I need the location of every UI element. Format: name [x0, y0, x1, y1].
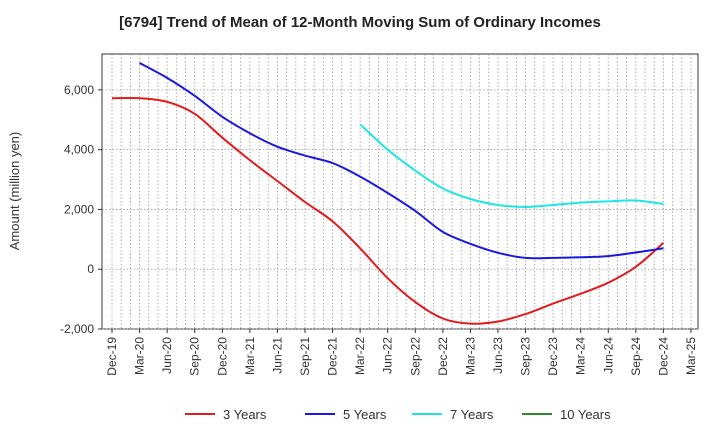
series-line-5-years [139, 62, 664, 260]
legend: 3 Years 5 Years 7 Years 10 Years [185, 407, 611, 422]
y-tick-label: -2,000 [60, 322, 94, 336]
x-tick-label: Sep-24 [629, 337, 643, 376]
x-tick-label: Mar-23 [463, 337, 477, 375]
x-tick-label: Dec-23 [546, 337, 560, 376]
series-line-7-years [359, 123, 664, 209]
y-tick-label: 0 [87, 262, 94, 276]
x-tick-label: Dec-21 [326, 337, 340, 376]
x-axis: Dec-19 Mar-20 Jun-20 Sep-20 Dec-20 Mar-21 Jun-… [105, 329, 698, 376]
x-tick-label: Sep-21 [298, 337, 312, 376]
chart-title: [6794] Trend of Mean of 12-Month Moving … [119, 14, 601, 31]
x-tick-label: Jun-21 [270, 337, 284, 374]
x-tick-label: Dec-19 [105, 337, 119, 376]
legend-label: 10 Years [560, 407, 611, 422]
x-tick-label: Jun-20 [160, 337, 174, 374]
x-tick-label: Jun-23 [491, 337, 505, 374]
y-axis-label: Amount (million yen) [7, 132, 22, 251]
y-tick-label: 6,000 [64, 83, 94, 97]
x-tick-label: Mar-25 [684, 337, 698, 375]
legend-label: 5 Years [343, 407, 387, 422]
grid-lines [102, 54, 698, 330]
x-tick-label: Dec-20 [215, 337, 229, 376]
x-tick-label: Dec-22 [436, 337, 450, 376]
x-tick-label: Jun-22 [381, 337, 395, 374]
x-tick-label: Mar-24 [574, 337, 588, 375]
legend-label: 7 Years [450, 407, 494, 422]
series-line-3-years [111, 96, 665, 325]
y-tick-label: 4,000 [64, 143, 94, 157]
x-tick-label: Jun-24 [601, 337, 615, 374]
x-tick-label: Mar-22 [353, 337, 367, 375]
y-tick-label: 2,000 [64, 202, 94, 216]
legend-label: 3 Years [223, 407, 267, 422]
x-tick-label: Sep-22 [408, 337, 422, 376]
x-tick-label: Sep-23 [519, 337, 533, 376]
series-lines [111, 62, 665, 325]
x-tick-label: Mar-21 [243, 337, 257, 375]
x-tick-label: Mar-20 [133, 337, 147, 375]
y-axis: -2,000 0 2,000 4,000 6,000 [60, 83, 102, 336]
x-tick-label: Dec-24 [656, 337, 670, 376]
x-tick-label: Sep-20 [188, 337, 202, 376]
